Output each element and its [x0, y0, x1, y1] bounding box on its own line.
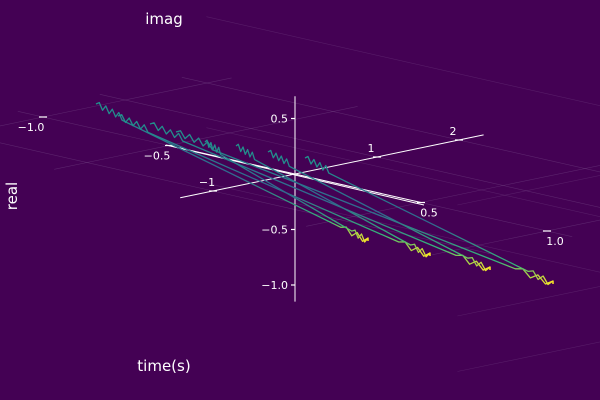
grid-line — [432, 219, 600, 256]
grid-line — [457, 175, 600, 206]
x-tick-label: 1.0 — [546, 235, 564, 248]
y-tick-label: −1 — [199, 176, 215, 189]
series-line — [117, 114, 431, 257]
y-axis-line — [180, 134, 484, 199]
grid-line — [206, 16, 600, 107]
y-tick-label: 2 — [450, 125, 457, 138]
series-group — [95, 101, 554, 286]
z-tick-label: 0.5 — [271, 113, 289, 126]
z-tick-label: −0.5 — [261, 224, 288, 237]
x-tick-label: −1.0 — [18, 121, 45, 134]
series-line — [204, 139, 369, 243]
axes — [39, 96, 551, 302]
x-tick-label: −0.5 — [144, 150, 171, 163]
series-line — [304, 155, 554, 286]
series-line — [267, 149, 491, 272]
grid-line — [457, 286, 600, 317]
y-axis-title: time(s) — [137, 357, 190, 375]
y-tick-label: 1 — [368, 142, 375, 155]
series-line — [235, 143, 431, 258]
grid-line — [206, 182, 600, 273]
x-tick-label: 0.5 — [420, 207, 438, 220]
z-tick-label: −1.0 — [261, 279, 288, 292]
grid-line — [54, 106, 358, 170]
grid-line — [0, 77, 232, 127]
grid-line — [206, 127, 600, 218]
x-axis-title: real — [3, 182, 21, 210]
z-axis-title: imag — [145, 10, 183, 28]
grid-line — [457, 341, 600, 372]
series-line — [149, 122, 491, 271]
tick-labels: −1.0 −0.5 0.5 1.0 −1 1 2 −1.0 −0.5 0.5 — [18, 113, 564, 293]
